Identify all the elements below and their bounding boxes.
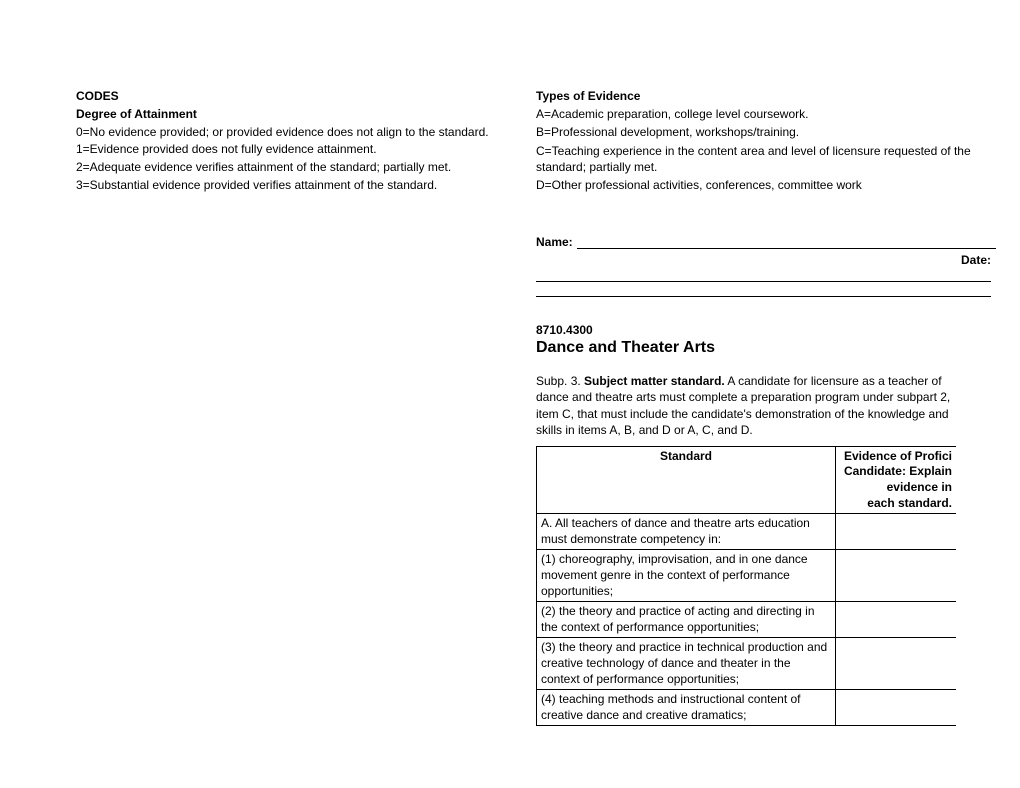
table-row: (3) the theory and practice in technical… <box>537 638 957 690</box>
codes-heading: CODES <box>76 88 536 104</box>
table-row: A. All teachers of dance and theatre art… <box>537 514 957 550</box>
standard-cell: (1) choreography, improvisation, and in … <box>537 550 836 602</box>
date-label: Date: <box>536 253 991 267</box>
rule-title: Dance and Theater Arts <box>536 339 1016 357</box>
evidence-header-l2: Candidate: Explain evidence in <box>840 464 952 495</box>
evidence-cell[interactable] <box>836 550 957 602</box>
evidence-cell[interactable] <box>836 602 957 638</box>
codes-column: CODES Degree of Attainment 0=No evidence… <box>76 88 536 726</box>
rule-code: 8710.4300 <box>536 323 1016 337</box>
types-line-a: A=Academic preparation, college level co… <box>536 106 1016 122</box>
degree-line-2: 3=Substantial evidence provided verifies… <box>76 177 536 193</box>
standard-cell: A. All teachers of dance and theatre art… <box>537 514 836 550</box>
types-line-d: D=Other professional activities, confere… <box>536 177 1016 193</box>
name-label: Name: <box>536 235 573 249</box>
subp-label: Subp. 3. <box>536 374 581 388</box>
subject-matter-paragraph: Subp. 3. Subject matter standard. A cand… <box>536 373 976 438</box>
subject-bold: Subject matter standard. <box>584 374 725 388</box>
evidence-cell[interactable] <box>836 514 957 550</box>
evidence-cell[interactable] <box>836 690 957 726</box>
standard-cell: (3) the theory and practice in technical… <box>537 638 836 690</box>
evidence-header-l1: Evidence of Profici <box>840 449 952 465</box>
table-row: (2) the theory and practice of acting an… <box>537 602 957 638</box>
standard-cell: (4) teaching methods and instructional c… <box>537 690 836 726</box>
degree-line-1: 2=Adequate evidence verifies attainment … <box>76 159 536 175</box>
standard-header: Standard <box>537 446 836 513</box>
degree-line-0: 0=No evidence provided; or provided evid… <box>76 124 536 156</box>
table-row: (4) teaching methods and instructional c… <box>537 690 957 726</box>
name-date-block: Name: Date: <box>536 235 996 297</box>
degree-heading: Degree of Attainment <box>76 106 536 122</box>
table-row: (1) choreography, improvisation, and in … <box>537 550 957 602</box>
name-field-line[interactable] <box>577 236 996 249</box>
evidence-header: Evidence of Profici Candidate: Explain e… <box>836 446 957 513</box>
date-field-line-1[interactable] <box>536 281 991 282</box>
types-line-c: C=Teaching experience in the content are… <box>536 143 1016 175</box>
standard-cell: (2) the theory and practice of acting an… <box>537 602 836 638</box>
date-field-line-2[interactable] <box>536 296 991 297</box>
right-column: Types of Evidence A=Academic preparation… <box>536 88 1016 726</box>
types-heading: Types of Evidence <box>536 88 1016 104</box>
types-line-b: B=Professional development, workshops/tr… <box>536 124 1016 140</box>
evidence-header-l3: each standard. <box>840 496 952 512</box>
evidence-cell[interactable] <box>836 638 957 690</box>
standards-table: Standard Evidence of Profici Candidate: … <box>536 446 956 727</box>
